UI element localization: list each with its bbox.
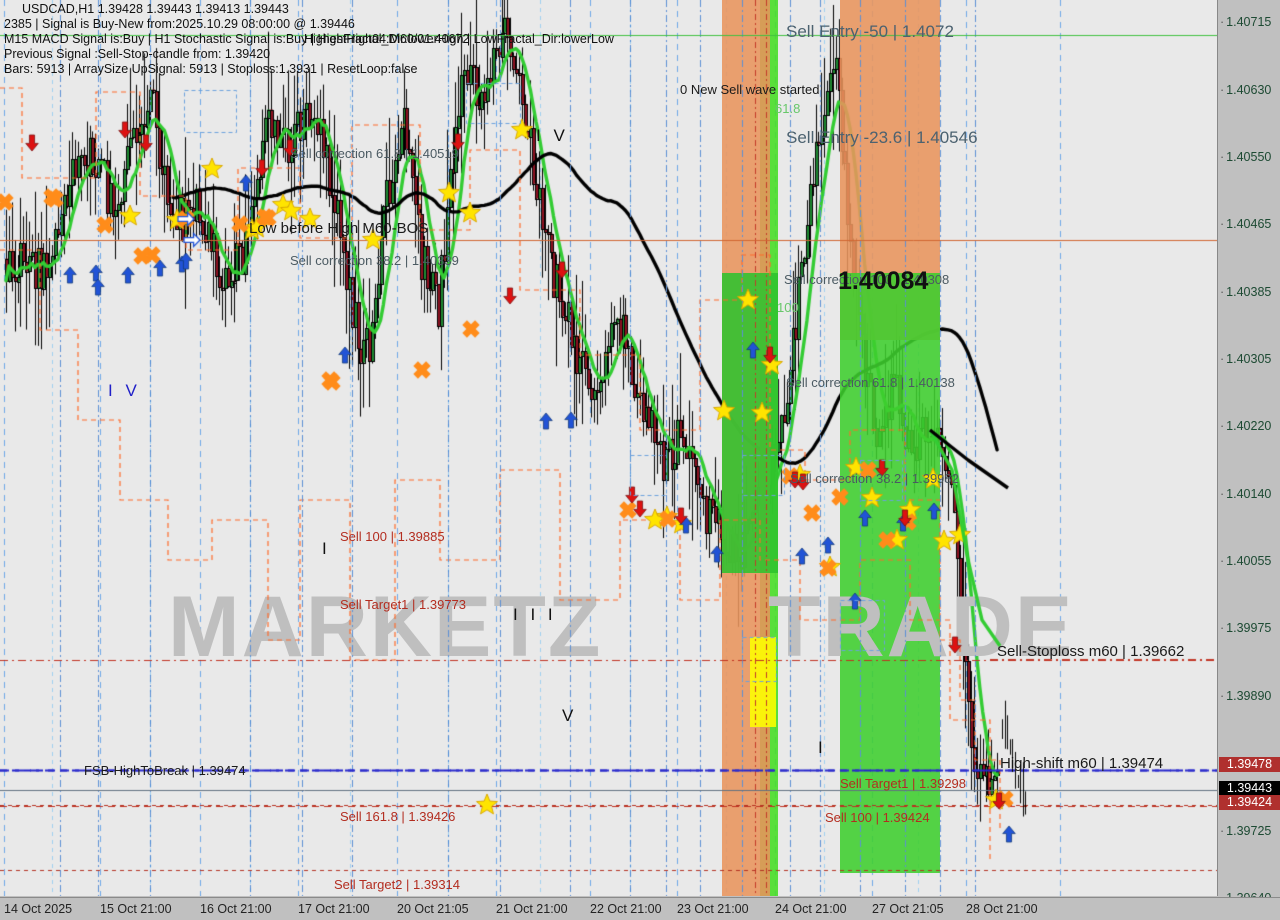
time-tick-label: 27 Oct 21:05: [872, 902, 944, 916]
price-tick-label: 1.40055: [1226, 554, 1272, 568]
roman-i-upper: I: [322, 539, 331, 558]
high-shift-m60: High-shift m60 | 1.39474: [1000, 755, 1164, 772]
bid-price-tag: 1.39424: [1219, 795, 1280, 810]
price-tick-label: 1.40305: [1226, 352, 1272, 366]
time-tick-label: 24 Oct 21:00: [775, 902, 847, 916]
price-scale[interactable]: · 1.40715 · 1.40630 · 1.40550 · 1.40465 · 1.40385…: [1219, 0, 1280, 905]
sell-100-lower: Sell 100 | 1.39424: [825, 810, 930, 825]
header-indicator-line: M15 MACD Signal is:Buy | H1 Stochastic S…: [4, 32, 614, 46]
price-tick: · 1.40630: [1220, 83, 1272, 97]
fib-618-upper: 61.8: [775, 101, 801, 116]
price-tick-label: 1.40220: [1226, 419, 1272, 433]
time-tick-label: 15 Oct 21:00: [100, 902, 172, 916]
price-tick-label: 1.39975: [1226, 621, 1272, 635]
price-tick-label: 1.39890: [1226, 689, 1272, 703]
header-symbol-ohlc: USDCAD,H1 1.39428 1.39443 1.39413 1.3944…: [22, 2, 289, 16]
price-tick: · 1.40715: [1220, 15, 1272, 29]
price-tick-label: 1.40140: [1226, 487, 1272, 501]
indicator-overlay-canvas: [0, 0, 1217, 896]
roman-iv-blue: I V: [108, 381, 141, 400]
time-tick-label: 20 Oct 21:05: [397, 902, 469, 916]
roman-iv-black: I V: [536, 126, 569, 145]
header-previous-signal: Previous Signal :Sell-Stop-candle from: …: [4, 47, 271, 61]
roman-v: V: [562, 706, 578, 725]
chart-info-header: USDCAD,H1 1.39428 1.39443 1.39413 1.3944…: [4, 2, 614, 77]
time-tick-label: 23 Oct 21:00: [677, 902, 749, 916]
sell-correction-100: Sell correction 100 | 1.40308: [784, 272, 950, 287]
price-tick: · 1.39890: [1220, 689, 1272, 703]
price-tick-label: 1.40385: [1226, 285, 1272, 299]
price-tick-label: 1.40630: [1226, 83, 1272, 97]
price-tick-label: 1.40715: [1226, 15, 1272, 29]
price-tick: · 1.40220: [1220, 419, 1272, 433]
price-tick: · 1.39975: [1220, 621, 1272, 635]
sell-entry-50: Sell Entry -50 | 1.4072: [786, 22, 954, 41]
sell-correction-382-upper: Sell correction 38.2 | 1.40339: [290, 253, 459, 268]
sell-correction-382-low: Sell correction 38.2 | 1.39982: [790, 471, 959, 486]
ask-price-tag: 1.39478: [1219, 757, 1280, 772]
time-tick-label: 16 Oct 21:00: [200, 902, 272, 916]
roman-iii: I I I: [513, 605, 557, 624]
price-tick: · 1.40305: [1220, 352, 1272, 366]
price-tick-label: 1.40550: [1226, 150, 1272, 164]
price-tick: · 1.40385: [1220, 285, 1272, 299]
price-tick: · 1.40140: [1220, 487, 1272, 501]
current-price-tag: 1.39443: [1219, 781, 1280, 796]
roman-i-lower: I: [818, 738, 827, 757]
sell-correction-618-mid: Sell correction 61.8 | 1.40138: [786, 375, 955, 390]
price-tick: · 1.40055: [1220, 554, 1272, 568]
sell-1618: Sell 161.8 | 1.39426: [340, 809, 456, 824]
time-tick-label: 28 Oct 21:00: [966, 902, 1038, 916]
sell-100-upper: Sell 100 | 1.39885: [340, 529, 445, 544]
price-tick-label: 1.40465: [1226, 217, 1272, 231]
price-tick: · 1.39725: [1220, 824, 1272, 838]
price-tick: · 1.40550: [1220, 150, 1272, 164]
fib-100-mid: 100: [777, 300, 799, 315]
low-before-high: Low before High M60-BOS: [249, 220, 429, 237]
new-sell-wave: 0 New Sell wave started: [680, 82, 820, 97]
price-big-label: 1.40084: [838, 267, 929, 295]
price-tick: · 1.40465: [1220, 217, 1272, 231]
header-signal-line: 2385 | Signal is Buy-New from:2025.10.29…: [4, 17, 355, 31]
time-tick-label: 14 Oct 2025: [4, 902, 73, 916]
sell-stoploss-m60: Sell-Stoploss m60 | 1.39662: [997, 643, 1185, 660]
time-tick-label: 17 Oct 21:00: [298, 902, 370, 916]
sell-correction-618-upper: Sell correction 61.8 | 1.40519: [290, 146, 459, 161]
time-scale[interactable]: 14 Oct 2025 15 Oct 21:00 16 Oct 21:00 17 Oc…: [0, 897, 1280, 920]
sell-target1-right: Sell Target1 | 1.39298: [840, 776, 967, 791]
sell-target1-left: Sell Target1 | 1.39773: [340, 597, 467, 612]
time-tick-label: 21 Oct 21:00: [496, 902, 568, 916]
header-highest-high-overlay: HighestHigh04:M60/01.40672: [304, 32, 470, 46]
sell-target2: Sell Target2 | 1.39314: [334, 877, 461, 892]
sell-entry-236: Sell Entry -23.6 | 1.40546: [786, 128, 978, 147]
fsb-hightobreak: FSB-HighToBreak | 1.39474: [84, 763, 246, 778]
time-tick-label: 22 Oct 21:00: [590, 902, 662, 916]
price-tick-label: 1.39725: [1226, 824, 1272, 838]
header-bars-line: Bars: 5913 | ArraySize UpSignal: 5913 | …: [4, 62, 418, 76]
